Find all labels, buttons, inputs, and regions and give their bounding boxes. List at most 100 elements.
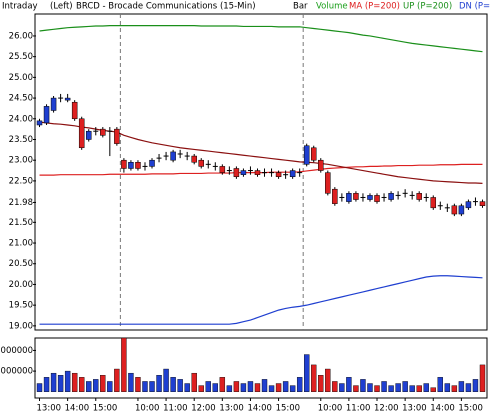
axis-side-label: (Left) [50,2,73,12]
volume-bar [318,375,324,392]
volume-bar [296,377,303,392]
x-tick-label: 10:00 [135,404,160,414]
candle-body [275,172,282,178]
volume-bar [36,383,43,392]
volume-bar [395,383,401,392]
volume-bar [163,368,169,392]
candle-body [135,162,141,169]
volume-bar [268,385,275,392]
candle-body [458,205,465,215]
candle-body [465,201,472,209]
volume-bar [219,377,226,392]
candle-body [233,168,240,178]
y-tick-label: 25.50 [9,52,33,62]
candle-body [78,118,85,149]
candle-body [325,172,331,194]
volume-bar [114,368,120,392]
candle-body [121,159,127,169]
x-tick-label: 13:00 [402,404,427,414]
volume-bar [71,372,78,392]
volume-bar [121,337,127,392]
chart-title: BRCD - Brocade Communications (15-Min) [76,2,256,12]
volume-bar [135,377,141,392]
volume-bar [177,379,183,392]
volume-bar [107,381,113,392]
volume-bar [212,383,218,392]
volume-bar [156,375,162,392]
volume-bar [282,381,289,392]
y-tick-label: 20.00 [9,280,33,290]
legend-entry: MA (P=200) [349,2,400,12]
volume-bar [346,377,352,392]
y-tick-label: 20.50 [9,259,33,269]
volume-bar [226,385,233,392]
candle-body [430,197,437,209]
candle-body [451,205,458,215]
y-tick-label: 26.00 [9,31,33,41]
volume-bar [458,381,465,392]
volume-bar [142,381,148,392]
legend-volume: Volume [316,2,348,12]
volume-bar [339,383,345,392]
volume-bar [388,385,394,392]
volume-bar [79,377,85,392]
volume-bar [423,383,429,392]
volume-y-tick-label: 1000000 [0,367,33,377]
last-price-label: 21.98 [9,198,33,208]
candle-body [310,147,317,161]
x-tick-label: 14:00 [247,404,272,414]
candle-body [240,170,247,175]
candle-body [479,201,486,207]
candle-body [254,170,261,175]
x-tick-label: 13:00 [37,404,62,414]
candle-body [36,120,43,126]
candle-body [43,106,50,124]
legend-entry: UP (P=200) [403,2,452,12]
volume-bar [240,383,247,392]
candle-body [191,155,197,163]
y-tick-label: 24.50 [9,94,33,104]
volume-bar [430,387,436,392]
candle-body [367,195,373,200]
y-tick-label: 25.00 [9,73,33,83]
candle-body [332,188,338,204]
indicator-line [39,163,483,176]
volume-bar [332,381,338,392]
volume-bar [289,385,296,392]
candle-body [346,193,352,202]
volume-bar [367,383,373,392]
candle-body [374,195,380,202]
volume-bar [233,381,240,392]
y-tick-label: 21.00 [9,239,33,249]
volume-bar [43,377,50,392]
candle-body [85,130,92,140]
candle-body [100,128,106,136]
volume-bar [374,385,380,392]
x-tick-label: 14:00 [430,404,455,414]
x-tick-label: 10:00 [318,404,343,414]
volume-bar [304,354,310,392]
volume-bar [93,379,99,392]
y-tick-label: 22.50 [9,176,33,186]
y-tick-label: 19.50 [9,301,33,311]
volume-bar [261,379,268,392]
volume-bar [381,381,387,392]
volume-panel [34,337,488,399]
volume-bar [128,372,134,392]
volume-bar [64,370,71,392]
indicator-line [39,275,483,325]
candle-body [149,159,155,167]
candle-body [388,193,394,200]
volume-bar [100,375,106,392]
y-tick-label: 19.00 [9,321,33,331]
y-tick-label: 23.00 [9,156,33,166]
price-panel [34,13,488,331]
volume-bar [57,375,64,392]
volume-bar [451,385,458,392]
period-label: Intraday [2,2,38,12]
indicator-line [39,121,483,184]
volume-bar [149,381,155,392]
volume-bar [254,383,261,392]
y-tick-label: 23.50 [9,135,33,145]
